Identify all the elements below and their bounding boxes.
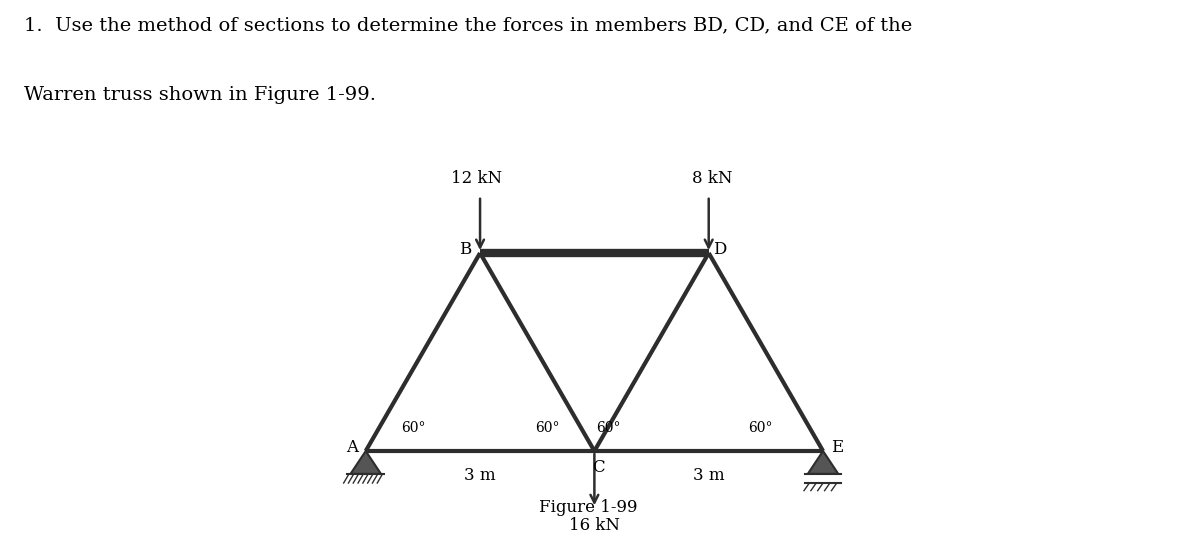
Text: 3 m: 3 m xyxy=(693,467,725,484)
Text: B: B xyxy=(459,240,471,258)
Text: A: A xyxy=(346,440,358,456)
Text: 60°: 60° xyxy=(596,421,620,435)
Text: 60°: 60° xyxy=(534,421,559,435)
Polygon shape xyxy=(351,451,381,474)
Text: C: C xyxy=(592,459,605,476)
Text: 60°: 60° xyxy=(400,421,425,435)
Text: 12 kN: 12 kN xyxy=(451,169,501,187)
Text: Warren truss shown in Figure 1-99.: Warren truss shown in Figure 1-99. xyxy=(24,86,375,104)
Text: 1.  Use the method of sections to determine the forces in members BD, CD, and CE: 1. Use the method of sections to determi… xyxy=(24,16,912,34)
Text: 3 m: 3 m xyxy=(464,467,496,484)
Text: 8 kN: 8 kN xyxy=(692,169,733,187)
Text: 16 kN: 16 kN xyxy=(568,518,620,534)
Text: 60°: 60° xyxy=(749,421,773,435)
Polygon shape xyxy=(807,451,838,474)
Text: Figure 1-99: Figure 1-99 xyxy=(539,499,638,516)
Text: E: E xyxy=(831,440,843,456)
Text: D: D xyxy=(713,240,727,258)
